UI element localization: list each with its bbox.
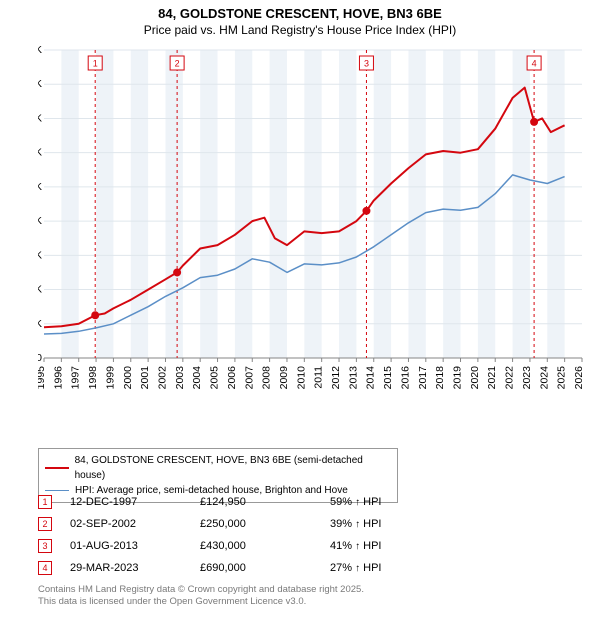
svg-text:2020: 2020 <box>469 366 481 390</box>
svg-text:2026: 2026 <box>573 366 585 390</box>
svg-text:2003: 2003 <box>174 366 186 390</box>
sale-pct: 59% ↑ HPI <box>330 496 440 508</box>
sale-date: 29-MAR-2023 <box>70 562 200 574</box>
svg-text:2025: 2025 <box>556 366 568 390</box>
svg-text:£0: £0 <box>38 352 42 364</box>
arrow-up-icon: ↑ <box>355 497 360 508</box>
svg-text:2007: 2007 <box>243 366 255 390</box>
svg-text:2000: 2000 <box>122 366 134 390</box>
footer-line2: This data is licensed under the Open Gov… <box>38 596 364 608</box>
svg-text:1998: 1998 <box>87 366 99 390</box>
footer-line1: Contains HM Land Registry data © Crown c… <box>38 584 364 596</box>
svg-text:2019: 2019 <box>452 366 464 390</box>
sale-date: 02-SEP-2002 <box>70 518 200 530</box>
legend-label-property: 84, GOLDSTONE CRESCENT, HOVE, BN3 6BE (s… <box>75 453 391 483</box>
sale-marker-icon: 2 <box>38 517 52 531</box>
legend-swatch-hpi <box>45 490 69 491</box>
table-row: 3 01-AUG-2013 £430,000 41% ↑ HPI <box>38 536 440 556</box>
svg-text:2: 2 <box>175 59 180 69</box>
sale-date: 12-DEC-1997 <box>70 496 200 508</box>
svg-text:2008: 2008 <box>261 366 273 390</box>
sale-pct: 41% ↑ HPI <box>330 540 440 552</box>
svg-text:£500K: £500K <box>38 181 42 193</box>
svg-text:2004: 2004 <box>191 366 203 390</box>
table-row: 2 02-SEP-2002 £250,000 39% ↑ HPI <box>38 514 440 534</box>
svg-text:£800K: £800K <box>38 78 42 90</box>
sale-pct: 39% ↑ HPI <box>330 518 440 530</box>
legend-item-property: 84, GOLDSTONE CRESCENT, HOVE, BN3 6BE (s… <box>45 453 391 483</box>
svg-text:2023: 2023 <box>521 366 533 390</box>
legend-swatch-property <box>45 467 69 469</box>
svg-text:1999: 1999 <box>104 366 116 390</box>
svg-text:2024: 2024 <box>538 366 550 390</box>
svg-text:2015: 2015 <box>382 366 394 390</box>
svg-text:£100K: £100K <box>38 318 42 330</box>
svg-text:2006: 2006 <box>226 366 238 390</box>
table-row: 4 29-MAR-2023 £690,000 27% ↑ HPI <box>38 558 440 578</box>
title-address: 84, GOLDSTONE CRESCENT, HOVE, BN3 6BE <box>0 6 600 21</box>
svg-text:£600K: £600K <box>38 147 42 159</box>
footer-attribution: Contains HM Land Registry data © Crown c… <box>38 584 364 609</box>
svg-text:£900K: £900K <box>38 44 42 56</box>
svg-text:2011: 2011 <box>313 366 325 389</box>
svg-text:2009: 2009 <box>278 366 290 390</box>
svg-text:2013: 2013 <box>347 366 359 390</box>
sale-price: £250,000 <box>200 518 330 530</box>
table-row: 1 12-DEC-1997 £124,950 59% ↑ HPI <box>38 492 440 512</box>
svg-text:£200K: £200K <box>38 284 42 296</box>
svg-text:2016: 2016 <box>399 366 411 390</box>
svg-text:2018: 2018 <box>434 366 446 390</box>
sale-marker-icon: 3 <box>38 539 52 553</box>
svg-text:2014: 2014 <box>365 366 377 390</box>
svg-text:1997: 1997 <box>70 366 82 390</box>
svg-text:2022: 2022 <box>504 366 516 390</box>
svg-text:2001: 2001 <box>139 366 151 390</box>
sale-pct: 27% ↑ HPI <box>330 562 440 574</box>
sale-price: £430,000 <box>200 540 330 552</box>
svg-text:2010: 2010 <box>295 366 307 390</box>
svg-text:£300K: £300K <box>38 249 42 261</box>
sale-marker-icon: 1 <box>38 495 52 509</box>
svg-text:1995: 1995 <box>38 366 47 390</box>
svg-text:2017: 2017 <box>417 366 429 390</box>
title-subtitle: Price paid vs. HM Land Registry's House … <box>0 23 600 37</box>
svg-text:2021: 2021 <box>486 366 498 390</box>
sale-date: 01-AUG-2013 <box>70 540 200 552</box>
svg-text:2005: 2005 <box>209 366 221 390</box>
price-chart: £0 £100K £200K £300K £400K £500K £600K £700K £80… <box>38 44 588 404</box>
arrow-up-icon: ↑ <box>355 563 360 574</box>
sale-price: £690,000 <box>200 562 330 574</box>
chart-title: 84, GOLDSTONE CRESCENT, HOVE, BN3 6BE Pr… <box>0 0 600 39</box>
sale-marker-icon: 4 <box>38 561 52 575</box>
arrow-up-icon: ↑ <box>355 541 360 552</box>
svg-text:3: 3 <box>364 59 369 69</box>
arrow-up-icon: ↑ <box>355 519 360 530</box>
svg-text:£400K: £400K <box>38 215 42 227</box>
svg-text:1: 1 <box>93 59 98 69</box>
sale-price: £124,950 <box>200 496 330 508</box>
svg-text:4: 4 <box>532 59 537 69</box>
svg-text:1996: 1996 <box>52 366 64 390</box>
svg-text:2002: 2002 <box>156 366 168 390</box>
svg-text:2012: 2012 <box>330 366 342 390</box>
svg-text:£700K: £700K <box>38 112 42 124</box>
sales-table: 1 12-DEC-1997 £124,950 59% ↑ HPI 2 02-SE… <box>38 492 440 580</box>
